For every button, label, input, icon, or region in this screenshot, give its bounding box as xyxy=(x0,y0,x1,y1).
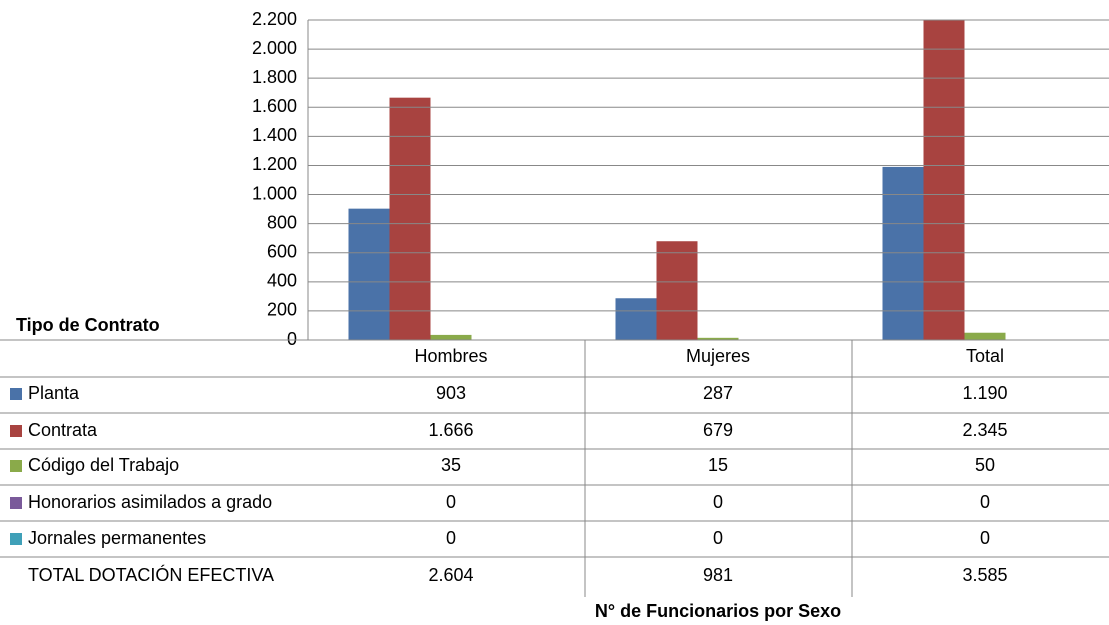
bar xyxy=(430,334,472,340)
column-header: Total xyxy=(966,346,1004,366)
bar xyxy=(389,97,431,340)
total-label: TOTAL DOTACIÓN EFECTIVA xyxy=(28,564,274,585)
legend-label: Código del Trabajo xyxy=(28,455,179,475)
y-tick-label: 1.200 xyxy=(252,154,297,174)
y-tick-label: 600 xyxy=(267,241,297,261)
y-tick-label: 200 xyxy=(267,300,297,320)
y-tick-label: 1.000 xyxy=(252,183,297,203)
bar xyxy=(923,20,965,340)
y-tick-label: 400 xyxy=(267,271,297,291)
y-tick-label: 1.600 xyxy=(252,96,297,116)
bar xyxy=(882,166,924,340)
table-cell: 1.666 xyxy=(428,420,473,440)
legend-key xyxy=(10,497,22,509)
y-tick-label: 2.000 xyxy=(252,38,297,58)
bar xyxy=(964,332,1006,340)
plot-area xyxy=(348,20,1006,340)
table-cell: 0 xyxy=(446,528,456,548)
table-cell: 287 xyxy=(703,383,733,403)
table-cell: 50 xyxy=(975,455,995,475)
y-tick-label: 1.400 xyxy=(252,125,297,145)
table-cell: 2.604 xyxy=(428,565,473,585)
table-cell: 903 xyxy=(436,383,466,403)
table-cell: 1.190 xyxy=(962,383,1007,403)
legend-key xyxy=(10,460,22,472)
legend-label: Contrata xyxy=(28,420,98,440)
table-cell: 981 xyxy=(703,565,733,585)
table-cell: 2.345 xyxy=(962,420,1007,440)
legend-key xyxy=(10,425,22,437)
legend-label: Honorarios asimilados a grado xyxy=(28,492,272,512)
table-cell: 35 xyxy=(441,455,461,475)
table-cell: 0 xyxy=(713,492,723,512)
bar xyxy=(656,241,698,340)
legend-title: Tipo de Contrato xyxy=(16,315,160,335)
y-tick-label: 0 xyxy=(287,329,297,349)
table-cell: 0 xyxy=(713,528,723,548)
legend-key xyxy=(10,533,22,545)
table-cell: 0 xyxy=(980,528,990,548)
x-axis-label: N° de Funcionarios por Sexo xyxy=(595,601,841,621)
bar xyxy=(615,298,657,340)
column-header: Mujeres xyxy=(686,346,750,366)
y-tick-label: 1.800 xyxy=(252,67,297,87)
bar xyxy=(348,208,390,340)
y-tick-label: 2.200 xyxy=(252,9,297,29)
bar xyxy=(697,337,739,340)
table-cell: 679 xyxy=(703,420,733,440)
table-cell: 0 xyxy=(446,492,456,512)
legend-key xyxy=(10,388,22,400)
legend-label: Jornales permanentes xyxy=(28,528,206,548)
table-cell: 0 xyxy=(980,492,990,512)
y-tick-label: 800 xyxy=(267,212,297,232)
table-cell: 3.585 xyxy=(962,565,1007,585)
table-cell: 15 xyxy=(708,455,728,475)
column-header: Hombres xyxy=(414,346,487,366)
legend-label: Planta xyxy=(28,383,80,403)
